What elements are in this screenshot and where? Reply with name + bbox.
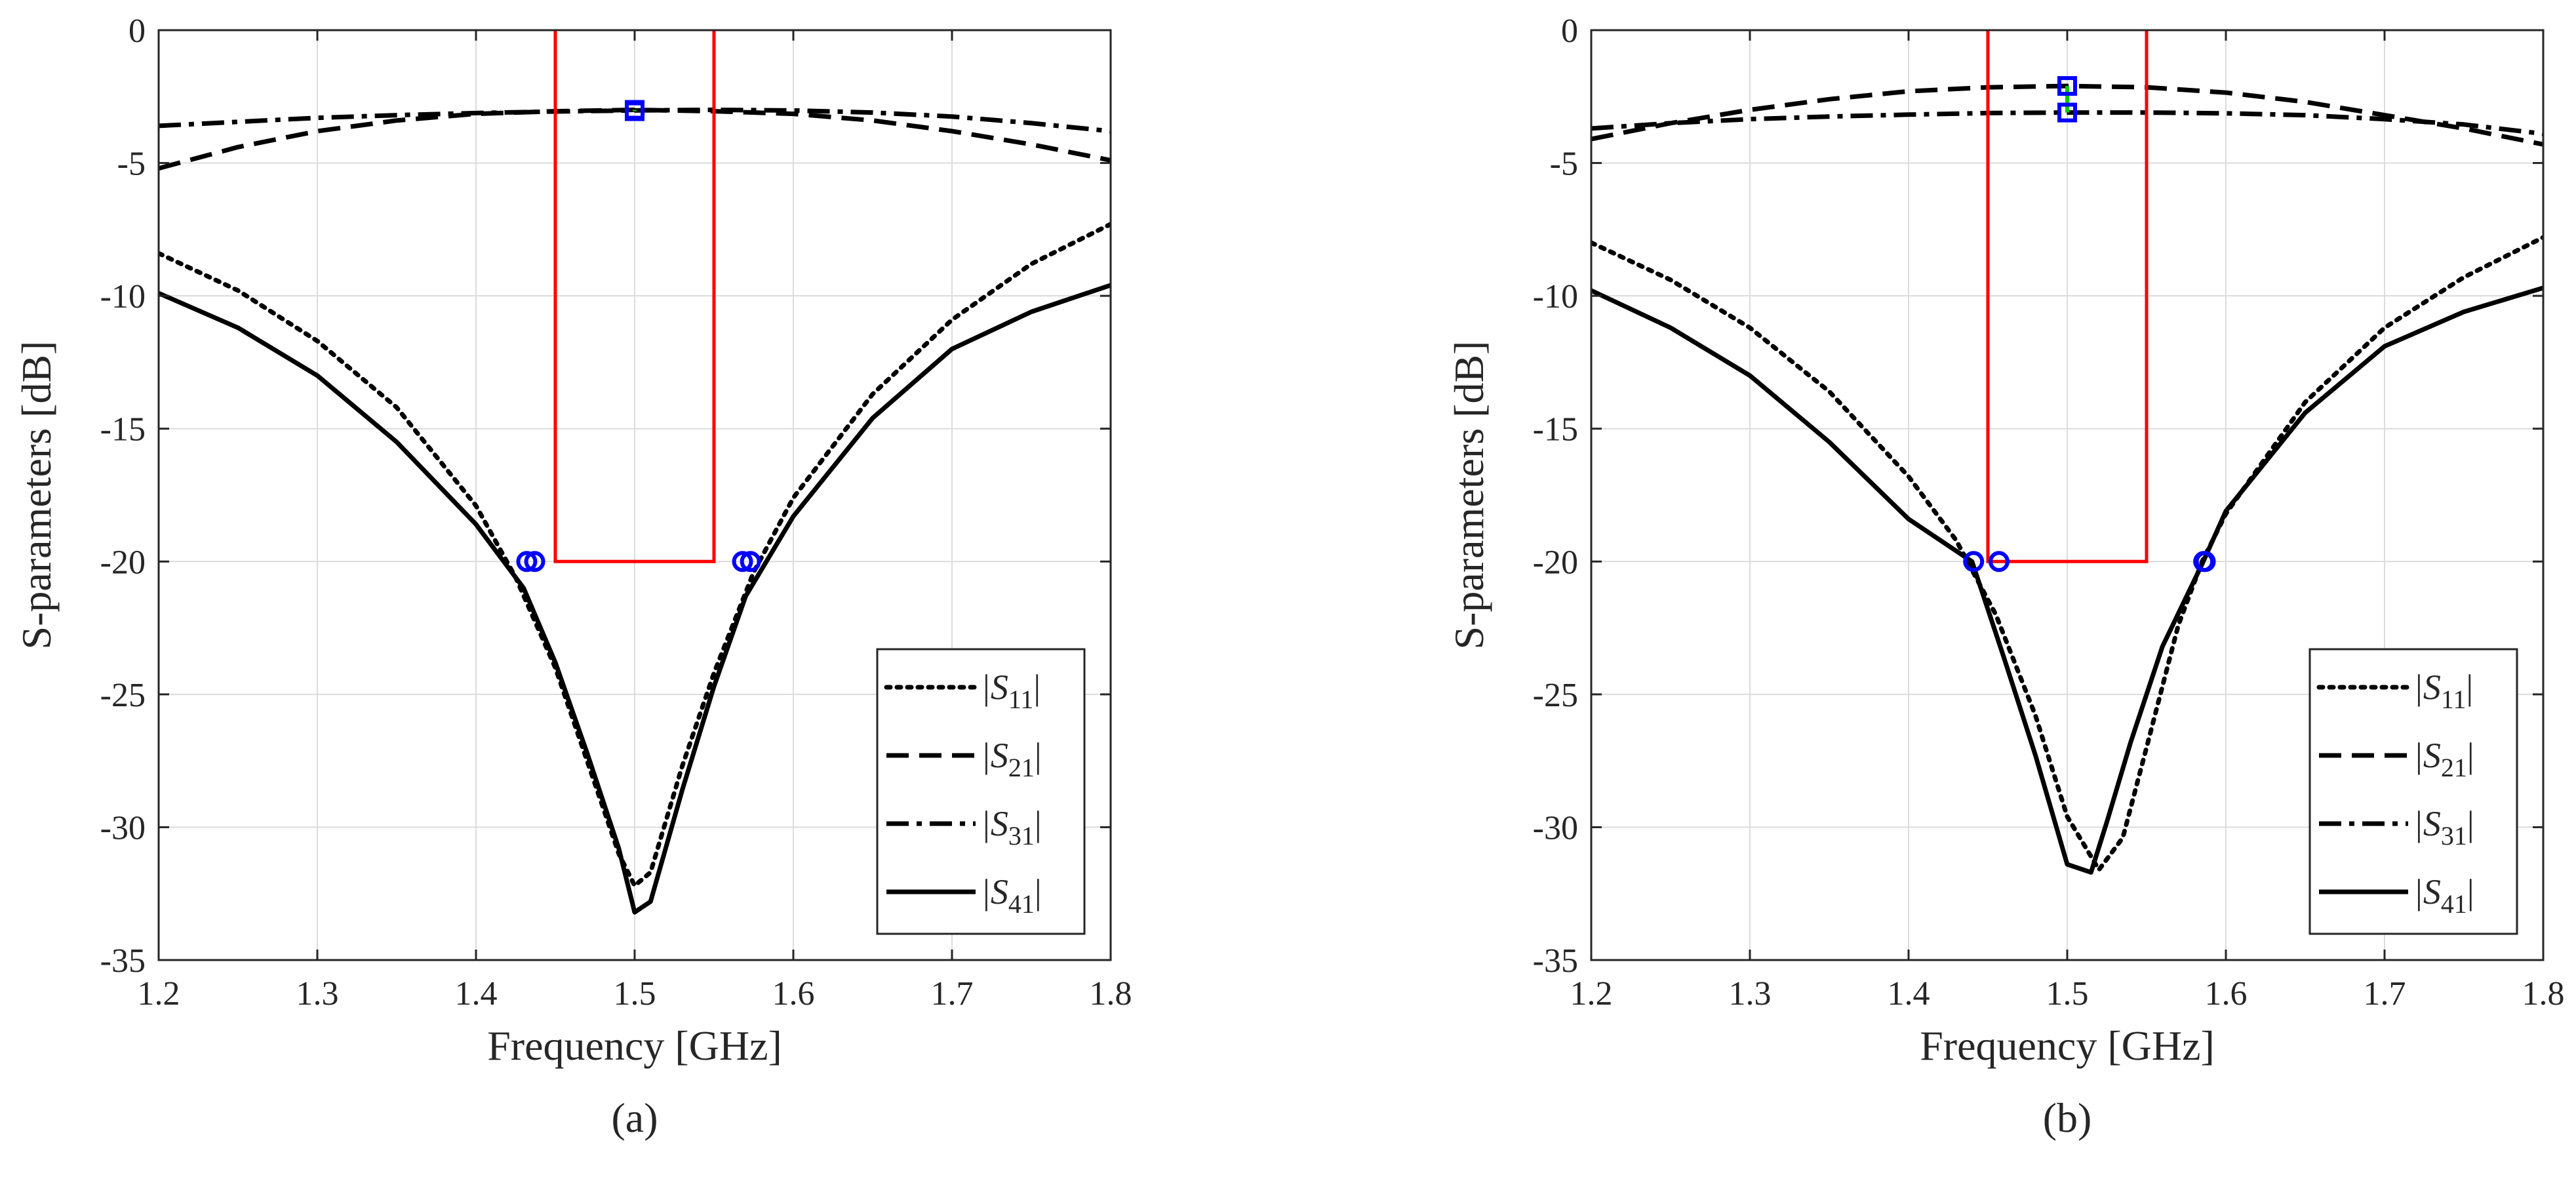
chart-a-y-tick-label: -25 (100, 677, 146, 714)
chart-b-legend-label-main: |S (2413, 872, 2441, 912)
chart-a-legend-box (876, 648, 1086, 935)
chart-b-y-tick-label: -30 (1533, 809, 1578, 847)
chart-b-circle-marker (2194, 551, 2216, 572)
chart-b-series-s41-line (1591, 285, 2543, 875)
chart-a-y-tick-label: -10 (100, 278, 146, 315)
chart-b-legend-label-main: |S (2413, 668, 2441, 707)
chart-b-circle-marker (1963, 551, 1985, 572)
chart-a-y-tick-label: -35 (100, 942, 146, 980)
chart-b-legend-label-sub: 31 (2441, 821, 2467, 851)
chart-a-x-tick-label: 1.5 (614, 975, 656, 1013)
chart-b-legend-label-main: |S (2413, 736, 2441, 775)
chart-b-legend-box (2308, 648, 2518, 935)
chart-a-circle-marker (516, 551, 538, 572)
chart-a-y-tick-label: -5 (117, 146, 146, 183)
chart-a-series-s21-line (159, 108, 1111, 171)
chart-b-legend-label-main: |S (2413, 804, 2441, 843)
chart-b-square-marker (2057, 76, 2077, 96)
chart-a-x-tick-label: 1.8 (1090, 975, 1132, 1013)
chart-b-x-axis-label: Frequency [GHz] (1920, 1022, 2215, 1069)
chart-a-legend-label-sub: 11 (1008, 685, 1034, 714)
chart-b-x-tick-label: 1.2 (1570, 975, 1613, 1013)
chart-a-legend-label-end: | (1035, 736, 1042, 775)
chart-b-square-marker (2057, 102, 2077, 123)
chart-b-series-s11-line (1591, 235, 2543, 872)
chart-a-legend-label-s11: |S11| (981, 668, 1040, 714)
chart-a-x-tick-label: 1.2 (138, 975, 180, 1013)
chart-a-legend-label-end: | (1035, 804, 1042, 843)
chart-a-x-tick-label: 1.3 (296, 975, 339, 1013)
chart-a-panel-label: (a) (611, 1094, 658, 1141)
chart-a-y-tick-label: -30 (100, 809, 146, 847)
chart-a-legend-label-sub: 31 (1008, 821, 1035, 851)
chart-b-series-s31-line (1591, 110, 2543, 136)
chart-b-legend-label-end: | (2467, 736, 2474, 775)
chart-b-circle-marker (1988, 551, 2010, 572)
chart-b-x-tick-label: 1.3 (1729, 975, 1772, 1013)
chart-a-data-layer (159, 30, 1111, 915)
chart-b-data-layer (1591, 30, 2543, 875)
chart-b-x-tick-label: 1.6 (2205, 975, 2248, 1013)
chart-a-legend-label-s41: |S41| (981, 872, 1042, 919)
chart-a-x-tick-label: 1.7 (931, 975, 974, 1013)
chart-b-y-tick-label: -25 (1533, 677, 1578, 714)
chart-a-y-tick-label: 0 (129, 12, 146, 50)
chart-b-y-tick-label: -20 (1533, 544, 1578, 581)
chart-a-x-tick-label: 1.4 (455, 975, 498, 1013)
chart-a-legend-label-main: |S (981, 736, 1008, 775)
chart-b-x-tick-label: 1.5 (2046, 975, 2089, 1013)
chart-a-y-tick-label: -15 (100, 411, 146, 449)
chart-b-y-tick-label: 0 (1561, 12, 1578, 50)
chart-a-y-axis-label: S-parameters [dB] (13, 341, 60, 650)
chart-b-legend: |S11||S21||S31||S41| (2308, 648, 2518, 935)
chart-b-x-tick-label: 1.8 (2522, 975, 2565, 1013)
chart-a-legend-label-s21: |S21| (981, 736, 1042, 782)
chart-a-x-axis-label: Frequency [GHz] (487, 1022, 782, 1069)
chart-a-legend-label-main: |S (981, 872, 1008, 912)
chart-b-legend-label-s41: |S41| (2413, 872, 2474, 919)
chart-a-circle-marker (524, 551, 545, 572)
chart-b-legend-label-s21: |S21| (2413, 736, 2474, 782)
chart-b-legend-label-sub: 41 (2441, 889, 2467, 919)
chart-a-circle-marker (740, 551, 761, 572)
chart-a-legend-label-sub: 41 (1008, 889, 1035, 919)
chart-b-y-tick-label: -5 (1550, 146, 1578, 183)
chart-a-x-tick-label: 1.6 (772, 975, 815, 1013)
chart-a-legend-label-end: | (1033, 668, 1040, 707)
chart-b-spec-mask-line (1986, 30, 2149, 563)
chart-a-legend-label-sub: 21 (1008, 753, 1035, 782)
chart-panel-b: 1.2 1.3 1.4 1.5 1.6 1.7 1.8 0 -5 -10 -15 -20 -25 -30 -… (1446, 12, 2565, 1141)
chart-a-square-marker (625, 101, 644, 121)
chart-b-y-tick-label: -35 (1533, 942, 1578, 980)
chart-a-series-s11-line (159, 222, 1111, 889)
chart-a-legend: |S11||S21||S31||S41| (876, 648, 1086, 935)
chart-b-legend-label-sub: 11 (2441, 685, 2467, 714)
chart-a-legend-label-main: |S (981, 668, 1008, 707)
chart-b-panel-label: (b) (2043, 1094, 2092, 1141)
chart-b-y-tick-label: -15 (1533, 411, 1578, 449)
chart-b-legend-label-end: | (2467, 872, 2474, 912)
chart-panel-a: 1.2 1.3 1.4 1.5 1.6 1.7 1.8 0 -5 -10 -15 -20 -25 -30 -… (13, 12, 1132, 1141)
chart-b-x-tick-label: 1.7 (2364, 975, 2406, 1013)
chart-b-y-axis-label: S-parameters [dB] (1446, 341, 1492, 650)
chart-a-spec-mask-line (553, 30, 716, 563)
chart-b-legend-label-end: | (2467, 804, 2474, 843)
chart-b-x-tick-label: 1.4 (1888, 975, 1930, 1013)
chart-a-y-tick-label: -20 (100, 544, 146, 581)
chart-a-legend-label-s31: |S31| (981, 804, 1042, 851)
chart-b-legend-label-s11: |S11| (2413, 668, 2473, 714)
chart-b-legend-label-s31: |S31| (2413, 804, 2474, 851)
chart-a-legend-label-end: | (1035, 872, 1042, 912)
chart-b-y-tick-label: -10 (1533, 278, 1578, 315)
chart-a-circle-marker (732, 551, 753, 572)
chart-b-legend-label-end: | (2466, 668, 2473, 707)
chart-a-legend-label-main: |S (981, 804, 1008, 843)
chart-b-legend-label-sub: 21 (2441, 753, 2467, 782)
chart-a-series-s41-line (159, 283, 1111, 915)
